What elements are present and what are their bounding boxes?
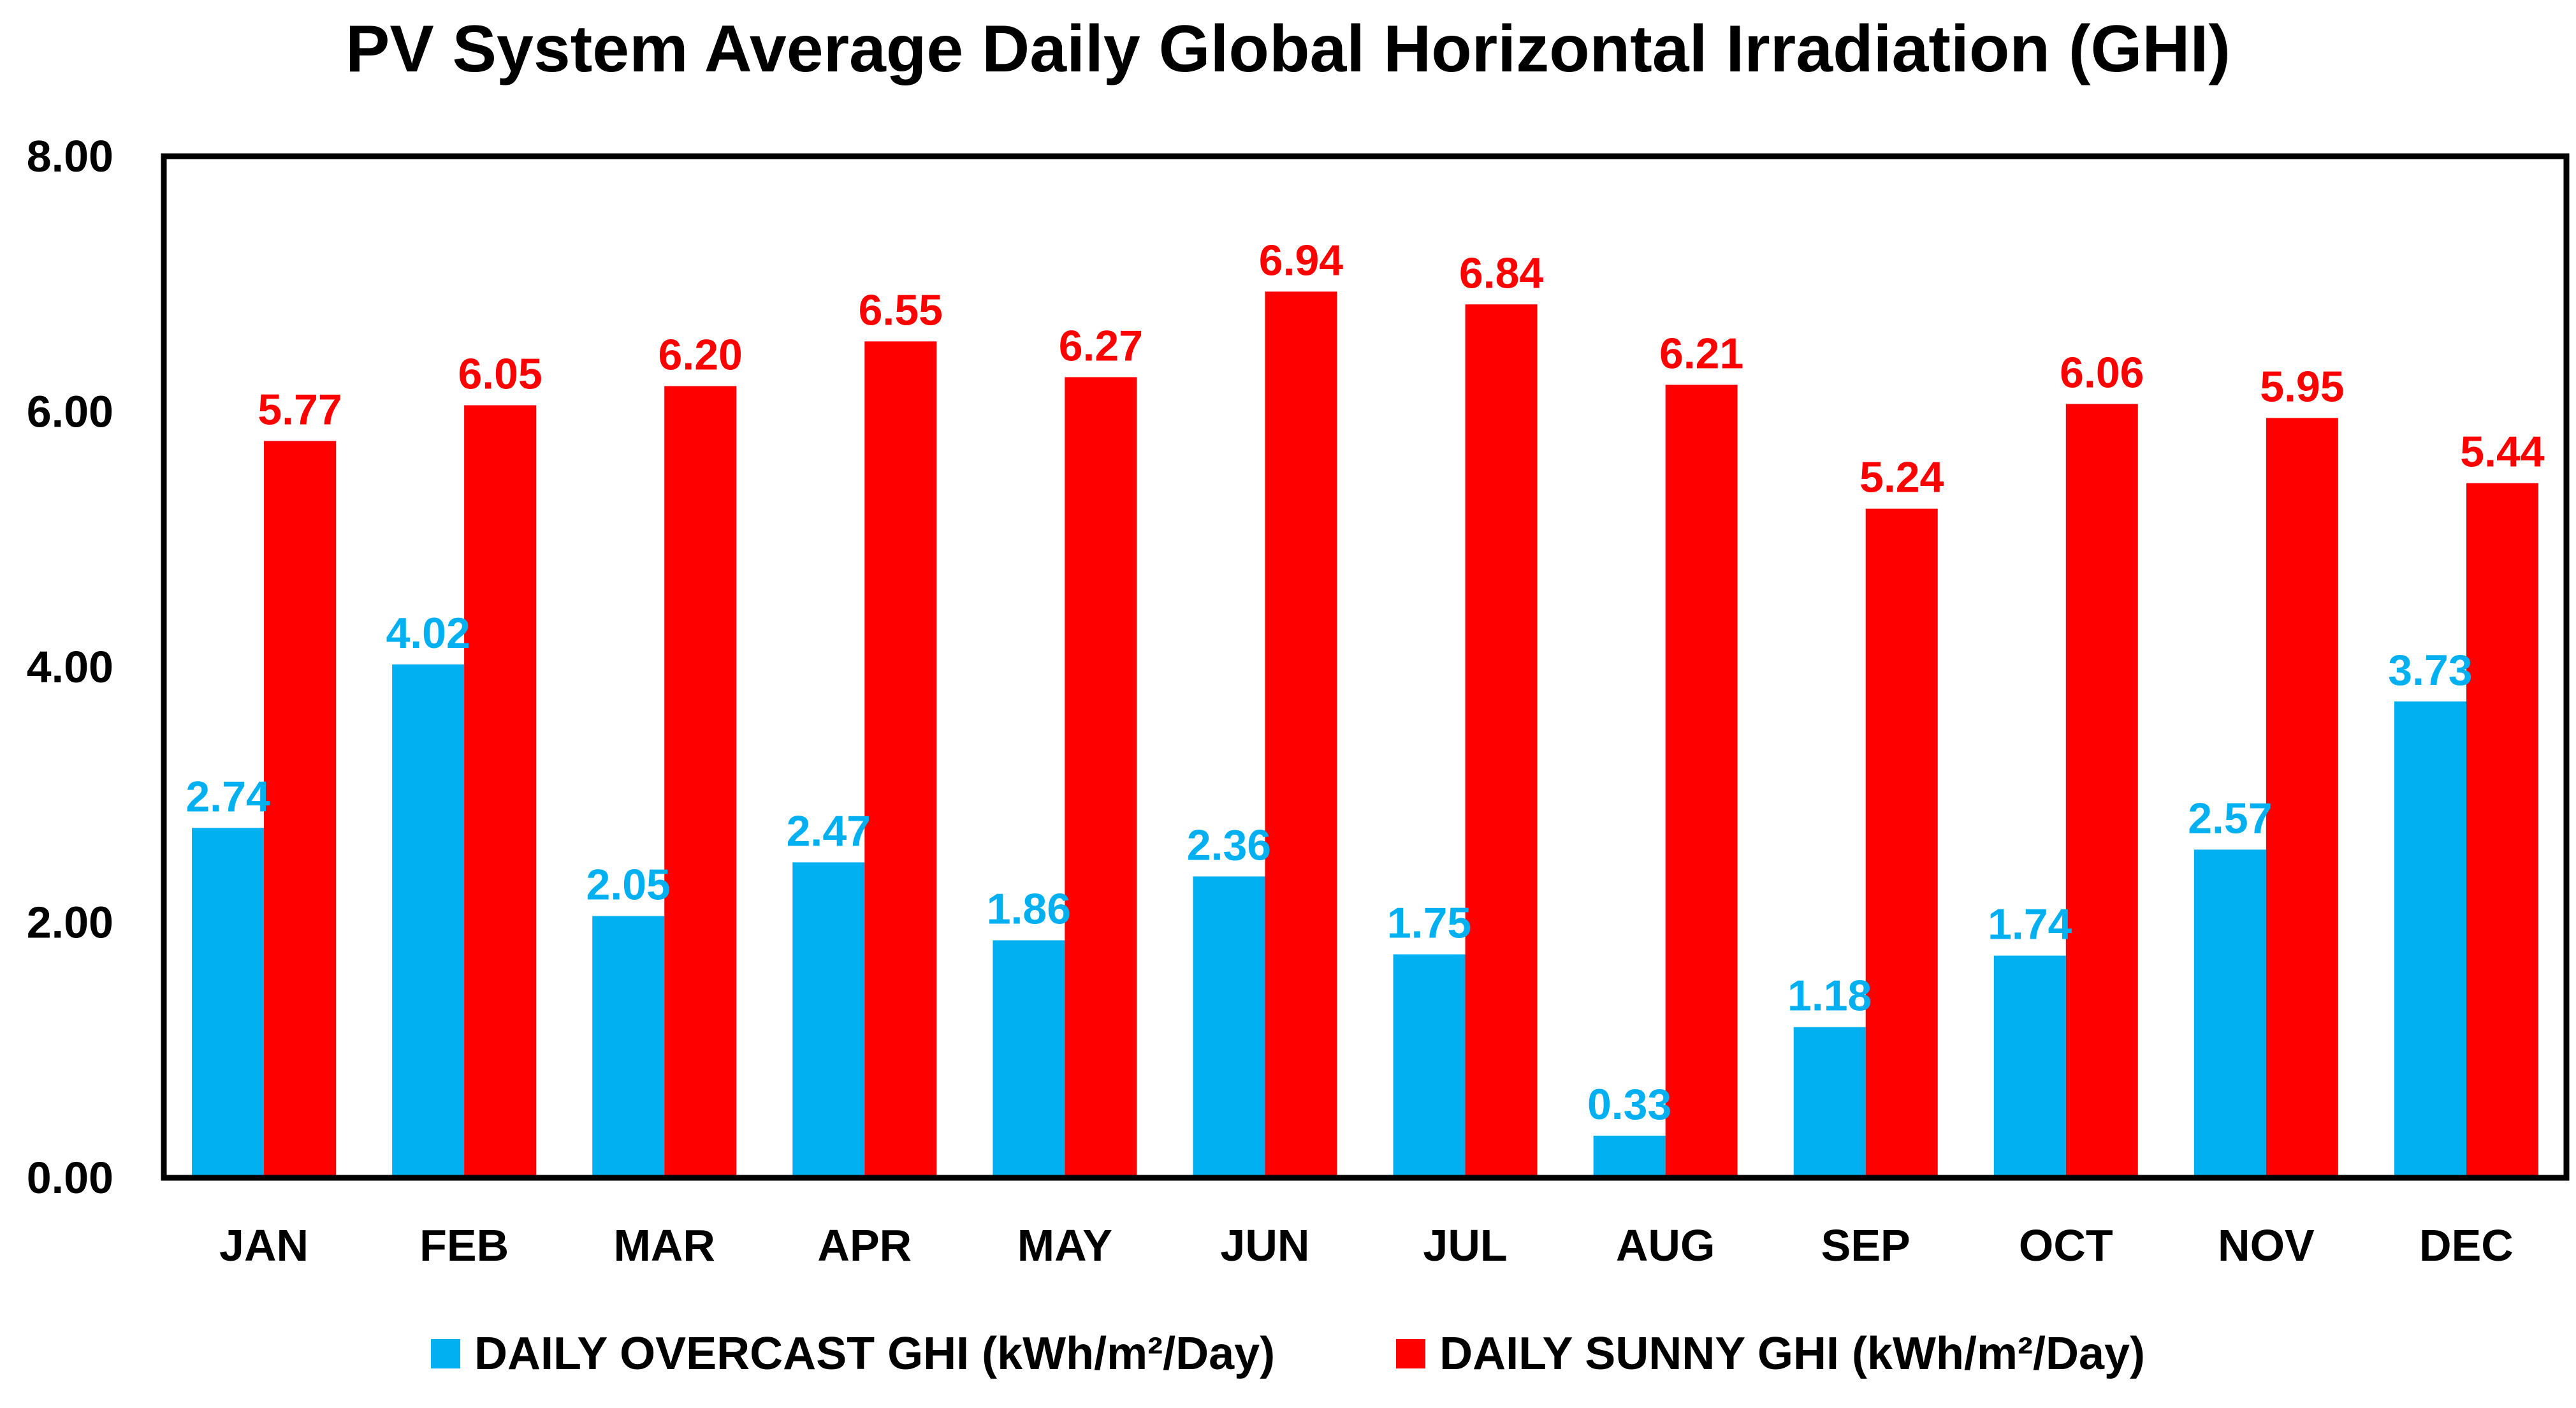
bar-overcast-feb	[392, 664, 465, 1178]
axis-layer: JAN FEB MAR APR MAY JUN JUL AUG SEP OCT NOV DEC 0.00…	[27, 131, 2514, 1270]
chart-title: PV System Average Daily Global Horizonta…	[346, 12, 2230, 86]
x-tick-dec: DEC	[2419, 1221, 2514, 1270]
data-label-overcast-jan: 2.74	[186, 772, 270, 821]
bar-sunny-sep	[1865, 508, 1938, 1178]
data-label-overcast-feb: 4.02	[386, 609, 470, 657]
data-labels-layer: 2.74 5.77 4.02 6.05 2.05 6.20 2.47 6.55 1.86 6.27…	[186, 236, 2544, 1129]
data-label-sunny-sep: 5.24	[1859, 453, 1944, 502]
legend-swatch-sunny	[1396, 1339, 1426, 1368]
data-label-sunny-jun: 6.94	[1259, 236, 1344, 284]
data-label-sunny-mar: 6.20	[659, 330, 743, 379]
bar-sunny-may	[1065, 377, 1137, 1178]
bar-overcast-jan	[192, 828, 265, 1178]
data-label-overcast-apr: 2.47	[787, 807, 871, 855]
bar-sunny-apr	[864, 341, 937, 1178]
bar-sunny-aug	[1665, 385, 1738, 1178]
y-tick-0-00: 0.00	[27, 1153, 113, 1203]
data-label-sunny-aug: 6.21	[1659, 329, 1743, 378]
bar-sunny-nov	[2266, 418, 2338, 1178]
bar-overcast-apr	[792, 862, 865, 1178]
data-label-sunny-may: 6.27	[1059, 321, 1143, 370]
bar-overcast-jul	[1393, 954, 1466, 1178]
legend-label-sunny: DAILY SUNNY GHI (kWh/m²/Day)	[1439, 1328, 2146, 1379]
bar-overcast-jun	[1193, 876, 1265, 1178]
y-tick-2-00: 2.00	[27, 898, 113, 948]
x-tick-feb: FEB	[419, 1221, 509, 1270]
data-label-overcast-may: 1.86	[987, 885, 1071, 934]
bar-sunny-jun	[1265, 291, 1337, 1178]
data-label-sunny-dec: 5.44	[2460, 428, 2545, 476]
data-label-overcast-jul: 1.75	[1387, 899, 1471, 948]
bar-overcast-nov	[2194, 849, 2266, 1178]
legend-label-overcast: DAILY OVERCAST GHI (kWh/m²/Day)	[474, 1328, 1276, 1379]
legend-item-sunny: DAILY SUNNY GHI (kWh/m²/Day)	[1396, 1328, 2145, 1380]
bars-layer	[192, 291, 2538, 1178]
bar-sunny-oct	[2065, 404, 2138, 1178]
legend-item-overcast: DAILY OVERCAST GHI (kWh/m²/Day)	[430, 1328, 1276, 1380]
data-label-overcast-mar: 2.05	[586, 860, 671, 909]
x-tick-oct: OCT	[2019, 1221, 2113, 1270]
bar-sunny-feb	[464, 405, 537, 1178]
x-tick-may: MAY	[1017, 1221, 1112, 1270]
legend-swatch-overcast	[430, 1339, 460, 1368]
data-label-overcast-dec: 3.73	[2388, 646, 2472, 694]
data-label-sunny-oct: 6.06	[2060, 348, 2144, 397]
x-tick-jul: JUL	[1423, 1221, 1507, 1270]
x-tick-sep: SEP	[1821, 1221, 1910, 1270]
bar-sunny-dec	[2466, 483, 2538, 1178]
bar-overcast-sep	[1793, 1027, 1866, 1178]
y-tick-4-00: 4.00	[27, 642, 113, 692]
bar-overcast-may	[993, 940, 1065, 1178]
x-tick-nov: NOV	[2218, 1221, 2315, 1270]
data-label-sunny-jan: 5.77	[258, 386, 342, 434]
plot-frame	[161, 153, 2570, 1181]
data-label-sunny-nov: 5.95	[2260, 363, 2344, 411]
bar-overcast-oct	[1993, 955, 2066, 1178]
data-label-overcast-sep: 1.18	[1787, 972, 1872, 1020]
bar-sunny-jul	[1465, 304, 1538, 1178]
bar-sunny-jan	[264, 441, 337, 1178]
x-tick-jun: JUN	[1220, 1221, 1309, 1270]
y-tick-8-00: 8.00	[27, 131, 113, 181]
data-label-sunny-jul: 6.84	[1459, 249, 1544, 297]
data-label-overcast-nov: 2.57	[2188, 794, 2272, 842]
bar-sunny-mar	[664, 386, 737, 1178]
data-label-overcast-oct: 1.74	[1988, 900, 2072, 949]
bar-overcast-aug	[1593, 1135, 1666, 1178]
x-tick-jan: JAN	[219, 1221, 309, 1270]
y-tick-6-00: 6.00	[27, 387, 113, 437]
x-tick-mar: MAR	[613, 1221, 715, 1270]
data-label-overcast-aug: 0.33	[1587, 1080, 1671, 1129]
data-label-sunny-feb: 6.05	[458, 349, 542, 398]
bar-overcast-dec	[2394, 701, 2466, 1178]
x-tick-apr: APR	[817, 1221, 912, 1270]
bar-overcast-mar	[592, 916, 665, 1178]
legend: DAILY OVERCAST GHI (kWh/m²/Day) DAILY SU…	[0, 1328, 2576, 1380]
data-label-overcast-jun: 2.36	[1187, 821, 1271, 869]
x-tick-aug: AUG	[1616, 1221, 1715, 1270]
data-label-sunny-apr: 6.55	[859, 286, 943, 334]
